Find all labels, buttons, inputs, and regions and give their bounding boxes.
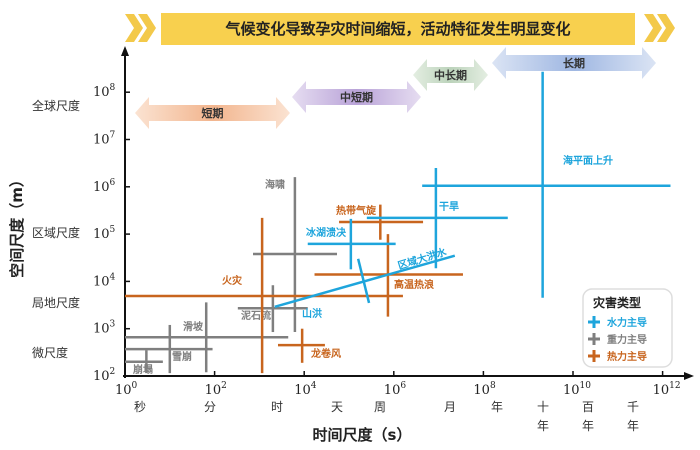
- disaster-label: 泥石流: [241, 309, 271, 322]
- chevron-right-icon: [657, 14, 675, 42]
- legend-title: 灾害类型: [593, 295, 641, 310]
- x-tick-label: 102: [205, 381, 227, 398]
- time-unit-label: 天: [331, 400, 343, 414]
- disaster-label: 崩塌: [133, 363, 153, 376]
- space-scale-label: 区域尺度: [32, 225, 80, 240]
- time-unit-label: 年: [627, 419, 639, 433]
- y-tick-label: 102: [93, 367, 115, 384]
- disaster-label: 海啸: [265, 178, 285, 191]
- time-unit-label: 年: [537, 419, 549, 433]
- time-unit-label: 百: [582, 400, 594, 414]
- period-arrow: [413, 59, 488, 91]
- disaster-3: 泥石流: [237, 285, 308, 333]
- y-tick-label: 107: [93, 131, 116, 148]
- legend-box: [582, 288, 673, 368]
- disaster-label: 冰湖溃决: [306, 226, 347, 239]
- period-label: 中短期: [340, 90, 373, 104]
- x-tick-label: 1010: [563, 381, 591, 398]
- period-label: 长期: [563, 56, 585, 70]
- time-unit-label: 年: [491, 400, 503, 414]
- y-tick-label: 105: [93, 225, 116, 242]
- disaster-label: 干旱: [439, 201, 459, 213]
- disaster-5: 火灾: [125, 217, 403, 374]
- disaster-label: 海平面上升: [563, 154, 613, 167]
- space-scale-label: 全球尺度: [32, 98, 80, 113]
- flood-cross-line: [356, 258, 371, 304]
- space-scale-label: 局地尺度: [32, 295, 80, 310]
- chart-title: 气候变化导致孕灾时间缩短，活动特征发生明显变化: [224, 20, 570, 38]
- x-tick-label: 104: [294, 381, 317, 398]
- period-arrow: [135, 97, 290, 129]
- y-tick-label: 106: [93, 178, 116, 195]
- period-arrow: [492, 47, 656, 79]
- disaster-label: 龙卷风: [310, 347, 341, 360]
- time-unit-label: 秒: [134, 400, 146, 414]
- space-scale-label: 微尺度: [32, 345, 68, 360]
- disaster-1: 雪崩: [125, 324, 213, 374]
- disaster-label: 滑坡: [183, 320, 204, 333]
- x-tick-label: 108: [473, 381, 496, 398]
- y-axis-arrow-icon: [121, 46, 129, 56]
- y-tick-label: 103: [93, 320, 116, 337]
- disaster-label: 山洪: [302, 307, 322, 320]
- period-label: 短期: [202, 106, 224, 120]
- title-banner: 气候变化导致孕灾时间缩短，活动特征发生明显变化: [125, 13, 675, 45]
- x-axis-arrow-icon: [684, 372, 694, 380]
- x-tick-label: 106: [384, 381, 407, 398]
- y-axis-title: 空间尺度（m）: [8, 172, 26, 278]
- disaster-4: 海啸: [253, 177, 338, 333]
- period-label: 中长期: [434, 68, 467, 82]
- disaster-0: 崩塌: [125, 350, 163, 376]
- disaster-label: 区域大洪水: [396, 245, 449, 272]
- legend-item-label: 水力主导: [606, 316, 647, 329]
- period-arrow: [292, 81, 421, 113]
- plus-icon: [588, 316, 600, 328]
- y-tick-label: 108: [93, 83, 116, 100]
- disaster-label: 高温热浪: [394, 278, 434, 291]
- chevron-left-icon: [125, 14, 143, 42]
- time-unit-label: 周: [374, 400, 386, 414]
- disaster-6: 龙卷风: [277, 328, 341, 363]
- legend-item-label: 热力主导: [607, 350, 647, 363]
- x-tick-label: 1012: [653, 381, 681, 398]
- y-tick-label: 104: [93, 272, 116, 289]
- disaster-label: 火灾: [222, 274, 243, 287]
- disaster-7: 热带气旋: [336, 204, 424, 240]
- x-axis-title: 时间尺度（s）: [313, 426, 412, 444]
- plus-icon: [588, 333, 600, 345]
- time-unit-label: 月: [444, 400, 456, 414]
- time-unit-label: 时: [271, 400, 283, 414]
- chevron-left-icon: [138, 14, 156, 42]
- disaster-11: 海平面上升: [422, 71, 671, 298]
- time-unit-label: 分: [204, 400, 216, 414]
- disaster-9: 冰湖溃决: [306, 218, 396, 270]
- plus-icon: [588, 350, 600, 362]
- disaster-label: 热带气旋: [336, 204, 377, 217]
- time-unit-label: 千: [627, 400, 639, 414]
- time-unit-label: 年: [582, 419, 594, 433]
- legend-item-label: 重力主导: [607, 333, 647, 346]
- x-tick-label: 100: [115, 381, 138, 398]
- disaster-label: 雪崩: [172, 350, 192, 363]
- chevron-right-icon: [644, 14, 662, 42]
- time-unit-label: 十: [537, 400, 549, 414]
